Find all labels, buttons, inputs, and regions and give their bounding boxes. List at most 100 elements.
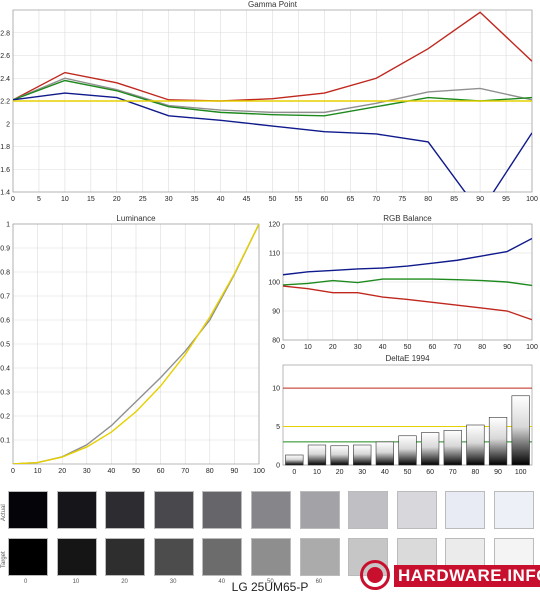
- hardware-info-logo: HARDWARE.INFO: [358, 559, 540, 595]
- swatch-target: [299, 538, 340, 576]
- x-tick-label: 0: [11, 468, 15, 475]
- x-tick-label: 30: [83, 468, 91, 475]
- y-tick-label: 2.8: [0, 30, 10, 37]
- y-tick-label: 0.7: [0, 294, 10, 301]
- x-tick-label: 10: [61, 196, 69, 203]
- x-tick-label: 50: [269, 196, 277, 203]
- x-tick-label: 70: [449, 469, 457, 476]
- y-tick-label: 2: [6, 121, 10, 128]
- swatch-column-label: 0: [24, 579, 28, 585]
- delta-e-bar: [421, 432, 440, 466]
- plot-frame: [282, 223, 533, 341]
- x-tick-label: 85: [450, 196, 458, 203]
- x-tick-label: 30: [165, 196, 173, 203]
- x-tick-label: 80: [472, 469, 480, 476]
- x-tick-label: 80: [478, 344, 486, 351]
- series-line-blue: [283, 237, 532, 276]
- swatch-column-label: 50: [267, 579, 274, 585]
- x-tick-label: 90: [231, 468, 239, 475]
- y-tick-label: 110: [269, 251, 280, 258]
- x-tick-label: 80: [424, 196, 432, 203]
- x-tick-label: 45: [243, 196, 251, 203]
- swatch-actual: [445, 491, 486, 529]
- y-tick-label: 0: [276, 463, 280, 470]
- delta-e-bar: [285, 454, 304, 466]
- y-tick-label: 2.2: [0, 99, 10, 106]
- delta-e-bar: [511, 395, 530, 466]
- x-tick-label: 90: [503, 344, 511, 351]
- series-line-red: [13, 11, 532, 102]
- swatch-row-label: Actual: [1, 504, 7, 521]
- x-tick-label: 70: [372, 196, 380, 203]
- x-tick-label: 0: [11, 196, 15, 203]
- x-tick-label: 30: [354, 344, 362, 351]
- x-tick-label: 65: [346, 196, 354, 203]
- x-tick-label: 50: [404, 344, 412, 351]
- y-tick-label: 1.4: [0, 190, 10, 197]
- x-tick-label: 50: [404, 469, 412, 476]
- y-tick-label: 0.5: [0, 342, 10, 349]
- x-tick-label: 90: [494, 469, 502, 476]
- swatch-column-label: 40: [218, 579, 226, 585]
- y-tick-label: 10: [272, 386, 280, 393]
- x-tick-label: 15: [87, 196, 95, 203]
- delta-e-bar: [307, 444, 327, 466]
- delta-e-bar: [398, 435, 417, 466]
- chart-title-1: Luminance: [116, 214, 156, 223]
- x-tick-label: 0: [292, 469, 296, 476]
- x-tick-label: 60: [429, 344, 437, 351]
- swatch-row-label: Target: [1, 551, 7, 568]
- x-tick-label: 100: [526, 196, 538, 203]
- swatch-actual: [348, 491, 389, 529]
- x-tick-label: 20: [329, 344, 337, 351]
- swatch-target: [8, 538, 48, 576]
- y-tick-label: 1: [6, 222, 10, 229]
- series-line-yellow: [13, 224, 259, 464]
- x-tick-label: 80: [206, 468, 214, 475]
- x-tick-label: 40: [379, 344, 387, 351]
- x-tick-label: 75: [398, 196, 406, 203]
- y-tick-label: 1.6: [0, 167, 10, 174]
- delta-e-bar: [375, 441, 394, 466]
- plot-frame: [12, 223, 260, 465]
- swatch-actual: [251, 491, 291, 529]
- chart-title-2: RGB Balance: [383, 214, 432, 223]
- chart-title-0: Gamma Point: [248, 0, 298, 9]
- x-tick-label: 70: [453, 344, 461, 351]
- delta-e-bar: [330, 445, 349, 466]
- y-tick-label: 0.9: [0, 246, 10, 253]
- delta-e-bar: [488, 417, 508, 466]
- delta-e-bar: [466, 424, 485, 466]
- swatch-actual: [153, 491, 194, 529]
- y-tick-label: 2.6: [0, 53, 10, 60]
- swatch-column-label: 30: [169, 579, 177, 585]
- y-tick-label: 120: [268, 222, 280, 229]
- chart-title-3: DeltaE 1994: [385, 354, 430, 363]
- x-tick-label: 90: [476, 196, 484, 203]
- y-tick-label: 100: [268, 280, 280, 287]
- x-tick-label: 20: [336, 469, 344, 476]
- swatch-target: [105, 538, 146, 576]
- delta-e-bar: [443, 430, 462, 466]
- x-tick-label: 5: [37, 196, 41, 203]
- x-tick-label: 55: [295, 196, 303, 203]
- x-tick-label: 70: [181, 468, 189, 475]
- series-line-green: [283, 278, 532, 287]
- y-tick-label: 2.4: [0, 76, 10, 83]
- series-line-red: [283, 285, 532, 321]
- swatch-actual: [105, 491, 146, 529]
- swatch-column-label: 60: [315, 579, 323, 585]
- model-caption: LG 25UM65-P: [231, 580, 309, 594]
- series-line-blue: [13, 92, 532, 192]
- swatch-actual: [56, 491, 97, 529]
- series-line-gray: [13, 77, 532, 114]
- x-tick-label: 40: [381, 469, 389, 476]
- swatch-actual: [494, 491, 534, 529]
- logo-text: HARDWARE.INFO: [394, 565, 540, 587]
- x-tick-label: 40: [108, 468, 116, 475]
- x-tick-label: 10: [304, 344, 312, 351]
- x-tick-label: 10: [34, 468, 42, 475]
- x-tick-label: 60: [321, 196, 329, 203]
- x-tick-label: 30: [358, 469, 366, 476]
- y-tick-label: 90: [272, 309, 280, 316]
